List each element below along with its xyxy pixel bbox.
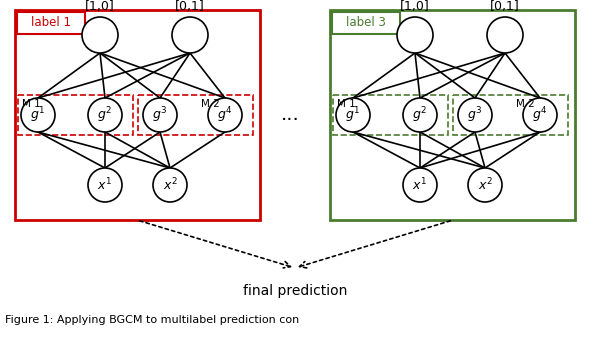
Text: label 3: label 3 bbox=[346, 16, 386, 29]
Text: $g^{4}$: $g^{4}$ bbox=[532, 105, 548, 125]
Text: $g^{3}$: $g^{3}$ bbox=[152, 105, 167, 125]
Text: Figure 1: Applying BGCM to multilabel prediction con: Figure 1: Applying BGCM to multilabel pr… bbox=[5, 315, 299, 325]
Circle shape bbox=[88, 168, 122, 202]
Bar bbox=[453, 95, 568, 135]
Circle shape bbox=[208, 98, 242, 132]
Text: $g^{1}$: $g^{1}$ bbox=[31, 105, 46, 125]
Text: label 1: label 1 bbox=[31, 16, 71, 29]
Text: [0,1]: [0,1] bbox=[175, 0, 205, 13]
Circle shape bbox=[397, 17, 433, 53]
Bar bbox=[15, 10, 260, 220]
Bar bbox=[332, 12, 400, 34]
Text: $g^{2}$: $g^{2}$ bbox=[412, 105, 428, 125]
Text: final prediction: final prediction bbox=[243, 284, 347, 298]
Circle shape bbox=[468, 168, 502, 202]
Text: $x^{1}$: $x^{1}$ bbox=[412, 177, 428, 193]
Circle shape bbox=[487, 17, 523, 53]
Text: M 1: M 1 bbox=[22, 99, 41, 109]
Text: $g^{1}$: $g^{1}$ bbox=[346, 105, 361, 125]
Circle shape bbox=[172, 17, 208, 53]
Circle shape bbox=[143, 98, 177, 132]
Circle shape bbox=[403, 98, 437, 132]
Text: $g^{2}$: $g^{2}$ bbox=[97, 105, 113, 125]
Text: $g^{4}$: $g^{4}$ bbox=[217, 105, 233, 125]
Text: [0,1]: [0,1] bbox=[490, 0, 520, 13]
Text: $g^{3}$: $g^{3}$ bbox=[467, 105, 482, 125]
Circle shape bbox=[458, 98, 492, 132]
Bar bbox=[17, 12, 85, 34]
Text: $x^{1}$: $x^{1}$ bbox=[97, 177, 113, 193]
Text: [1,0]: [1,0] bbox=[400, 0, 430, 13]
Text: M 2: M 2 bbox=[201, 99, 220, 109]
Circle shape bbox=[21, 98, 55, 132]
Text: $x^{2}$: $x^{2}$ bbox=[478, 177, 493, 193]
Text: M 2: M 2 bbox=[516, 99, 535, 109]
Bar bbox=[330, 10, 575, 220]
Circle shape bbox=[336, 98, 370, 132]
Circle shape bbox=[523, 98, 557, 132]
Bar bbox=[333, 95, 448, 135]
Circle shape bbox=[403, 168, 437, 202]
Text: $x^{2}$: $x^{2}$ bbox=[163, 177, 178, 193]
Bar bbox=[138, 95, 253, 135]
Bar bbox=[18, 95, 133, 135]
Text: [1,0]: [1,0] bbox=[85, 0, 115, 13]
Circle shape bbox=[88, 98, 122, 132]
Circle shape bbox=[82, 17, 118, 53]
Text: ...: ... bbox=[281, 105, 299, 125]
Circle shape bbox=[153, 168, 187, 202]
Text: M 1: M 1 bbox=[337, 99, 356, 109]
